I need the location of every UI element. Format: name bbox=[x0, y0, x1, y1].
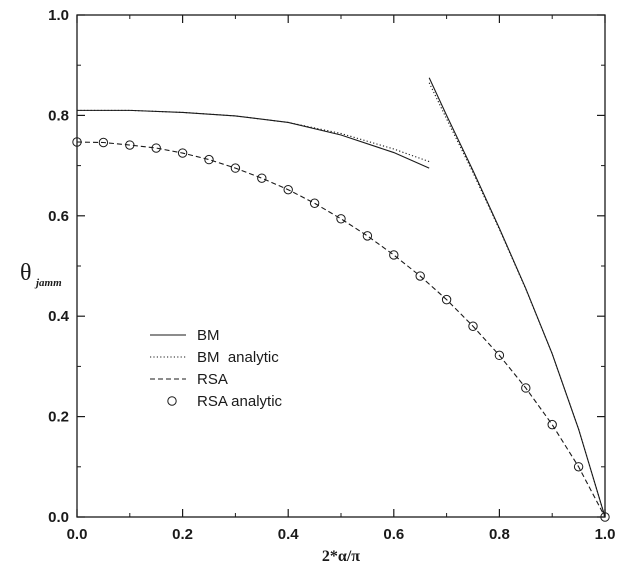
y-tick-label: 0.8 bbox=[48, 107, 69, 124]
rsa-analytic-marker bbox=[362, 231, 373, 241]
x-axis-label: 2*α/π bbox=[322, 548, 360, 565]
series-line-bm-analytic-1 bbox=[428, 82, 606, 518]
y-tick-label: 1.0 bbox=[48, 7, 69, 24]
series-line-bm-analytic-0 bbox=[77, 109, 430, 163]
y-tick-label: 0.6 bbox=[48, 208, 69, 225]
rsa-analytic-marker bbox=[125, 140, 135, 150]
rsa-analytic-marker bbox=[547, 419, 557, 430]
series-group bbox=[72, 77, 610, 522]
rsa-analytic-marker bbox=[283, 184, 293, 195]
y-tick-label: 0.0 bbox=[48, 509, 69, 526]
rsa-analytic-marker bbox=[389, 250, 399, 260]
rsa-analytic-marker bbox=[98, 137, 109, 148]
x-tick-label: 0.0 bbox=[67, 526, 88, 543]
legend-label: BM bbox=[197, 327, 220, 344]
rsa-analytic-marker bbox=[336, 214, 346, 224]
plot-frame-group bbox=[76, 14, 606, 518]
rsa-analytic-marker bbox=[204, 154, 214, 165]
rsa-analytic-marker bbox=[415, 271, 425, 281]
axis-titles: 2*α/π θ jamm bbox=[20, 260, 360, 565]
y-tick-label: 0.2 bbox=[48, 409, 69, 426]
legend-marker-rsa-analytic bbox=[167, 396, 177, 406]
rsa-analytic-marker bbox=[521, 383, 531, 393]
legend-label: RSA bbox=[197, 371, 228, 388]
x-tick-label: 1.0 bbox=[595, 526, 616, 543]
rsa-analytic-marker bbox=[468, 321, 478, 331]
rsa-analytic-marker bbox=[230, 163, 241, 173]
x-tick-label: 0.2 bbox=[172, 526, 193, 543]
rsa-analytic-marker bbox=[151, 143, 161, 153]
legend-label: BM analytic bbox=[197, 349, 279, 366]
legend: BM BM analytic RSA RSA analytic bbox=[150, 327, 283, 410]
x-tick-label: 0.8 bbox=[489, 526, 510, 543]
series-line-bm-1 bbox=[428, 77, 606, 518]
series-line-bm-0 bbox=[77, 109, 430, 169]
rsa-analytic-marker bbox=[72, 137, 82, 147]
plot-frame bbox=[76, 14, 606, 518]
rsa-analytic-marker bbox=[494, 350, 505, 361]
x-tick-label: 0.4 bbox=[278, 526, 300, 543]
ticks-group: 0.0 0.2 0.4 0.6 0.8 1.0 0.0 0.2 0.4 0.6 0.8 1.0 bbox=[48, 7, 615, 543]
rsa-analytic-marker bbox=[573, 462, 584, 472]
x-tick-label: 0.6 bbox=[383, 526, 404, 543]
rsa-analytic-marker bbox=[441, 294, 452, 305]
y-axis-label: θ bbox=[20, 260, 32, 286]
y-tick-label: 0.4 bbox=[48, 308, 70, 325]
rsa-analytic-marker bbox=[309, 198, 320, 208]
rsa-analytic-marker bbox=[600, 512, 610, 522]
y-axis-label-subscript: jamm bbox=[34, 277, 62, 289]
series-line-rsa-0 bbox=[76, 141, 606, 518]
legend-label: RSA analytic bbox=[197, 393, 283, 410]
rsa-analytic-marker bbox=[177, 148, 188, 158]
rsa-analytic-marker bbox=[257, 173, 267, 183]
